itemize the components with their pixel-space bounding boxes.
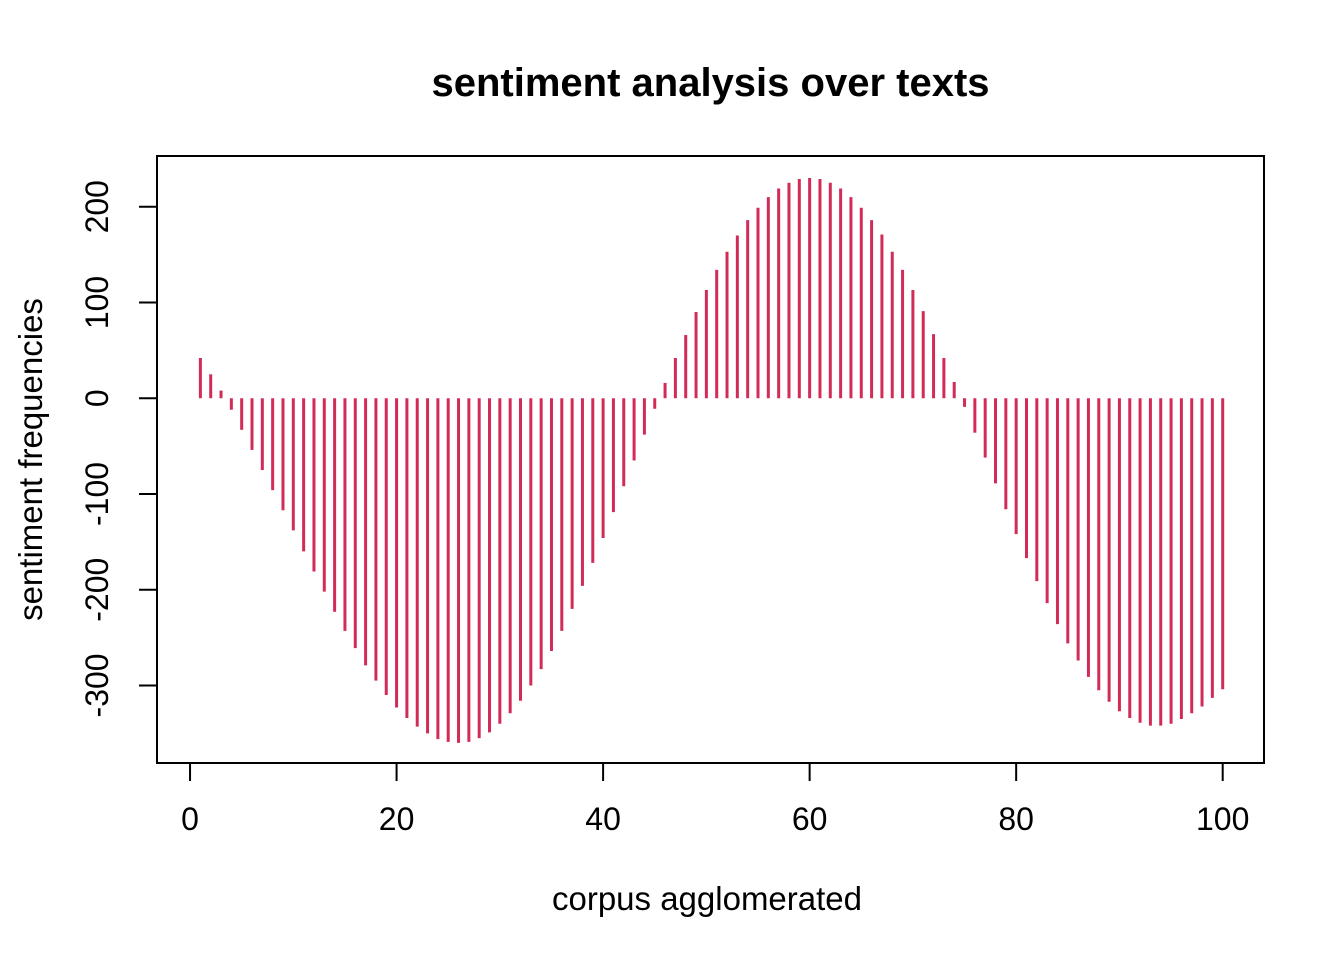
y-tick-label: 200 bbox=[79, 180, 115, 233]
plot-frame bbox=[156, 155, 1265, 764]
x-axis-title: corpus agglomerated bbox=[552, 880, 862, 917]
y-tick-label: -300 bbox=[79, 653, 115, 717]
x-tick-label: 20 bbox=[379, 801, 415, 837]
x-tick-label: 40 bbox=[585, 801, 621, 837]
chart-title: sentiment analysis over texts bbox=[431, 61, 989, 105]
x-tick-label: 80 bbox=[998, 801, 1034, 837]
y-axis-title: sentiment frequencies bbox=[12, 298, 49, 621]
y-tick-label: 0 bbox=[79, 389, 115, 407]
y-tick-label: -200 bbox=[79, 558, 115, 622]
y-tick-label: 100 bbox=[79, 276, 115, 329]
x-tick-label: 0 bbox=[181, 801, 199, 837]
x-tick-label: 60 bbox=[792, 801, 828, 837]
y-tick-label: -100 bbox=[79, 462, 115, 526]
x-tick-label: 100 bbox=[1196, 801, 1249, 837]
